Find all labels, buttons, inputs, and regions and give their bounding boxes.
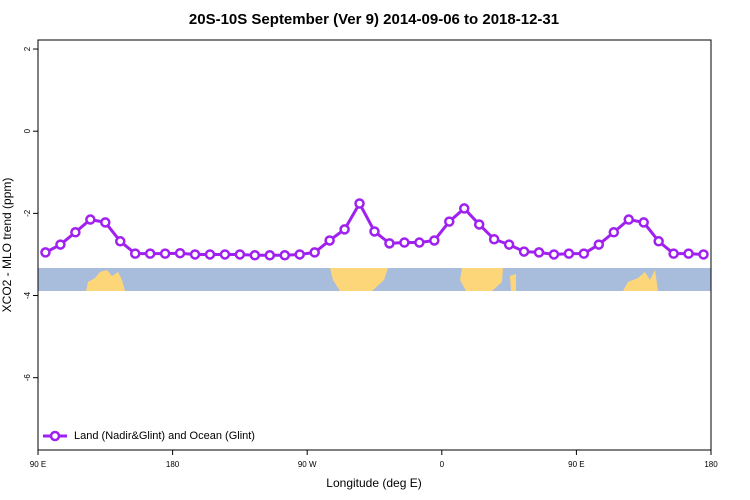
point bbox=[70, 227, 81, 238]
point bbox=[159, 248, 171, 259]
point bbox=[115, 236, 126, 247]
land-patch bbox=[510, 274, 516, 291]
y-axis-label: XCO2 - MLO trend (ppm) bbox=[0, 178, 14, 313]
point bbox=[339, 224, 350, 235]
point bbox=[249, 250, 261, 261]
legend-marker bbox=[49, 430, 61, 442]
point bbox=[653, 236, 664, 247]
point bbox=[429, 235, 440, 246]
x-axis-label: Longitude (deg E) bbox=[326, 476, 421, 490]
point bbox=[384, 238, 395, 249]
point bbox=[414, 237, 425, 248]
point bbox=[488, 233, 500, 245]
point bbox=[40, 247, 51, 258]
land-patch bbox=[330, 268, 388, 291]
point bbox=[458, 203, 470, 214]
land-patch bbox=[623, 270, 658, 291]
point bbox=[354, 198, 365, 209]
point bbox=[234, 249, 246, 260]
point bbox=[683, 248, 694, 259]
x-tick-label: 90 E bbox=[568, 460, 584, 469]
chart-title: 20S-10S September (Ver 9) 2014-09-06 to … bbox=[189, 11, 559, 28]
land-ocean-strip bbox=[38, 268, 711, 291]
legend-label: Land (Nadir&Glint) and Ocean (Glint) bbox=[74, 430, 255, 442]
point bbox=[309, 247, 320, 258]
y-tick-label: 2 bbox=[23, 46, 32, 51]
point bbox=[578, 248, 590, 259]
point bbox=[324, 235, 335, 246]
x-tick-label: 90 E bbox=[30, 460, 46, 469]
point bbox=[638, 217, 649, 228]
point bbox=[219, 249, 231, 260]
land-patch bbox=[460, 268, 503, 291]
y-tick-label: 0 bbox=[23, 128, 32, 133]
point bbox=[144, 248, 156, 259]
point bbox=[668, 248, 679, 259]
x-tick-label: 180 bbox=[704, 460, 718, 469]
point bbox=[444, 216, 455, 227]
point bbox=[85, 214, 96, 225]
y-tick-label: -2 bbox=[23, 209, 32, 217]
point bbox=[548, 249, 560, 260]
x-tick-label: 90 W bbox=[298, 460, 317, 469]
point bbox=[174, 247, 186, 259]
x-tick-label: 180 bbox=[166, 460, 180, 469]
point bbox=[503, 239, 515, 250]
point bbox=[533, 247, 545, 258]
point bbox=[399, 237, 410, 248]
point bbox=[608, 227, 620, 238]
point bbox=[294, 249, 305, 260]
point bbox=[100, 217, 111, 228]
land-patch bbox=[86, 270, 125, 291]
point bbox=[369, 226, 380, 237]
x-tick-label: 0 bbox=[440, 460, 445, 469]
point bbox=[473, 219, 485, 230]
point bbox=[279, 250, 291, 261]
point bbox=[518, 246, 530, 257]
plot-frame bbox=[37, 39, 712, 451]
point bbox=[623, 214, 634, 225]
point bbox=[189, 249, 201, 260]
point bbox=[698, 249, 709, 260]
y-tick-label: -6 bbox=[23, 374, 32, 382]
point bbox=[129, 248, 141, 259]
point bbox=[55, 239, 66, 250]
y-tick-label: -4 bbox=[23, 291, 32, 299]
point bbox=[563, 248, 575, 259]
point bbox=[204, 249, 216, 260]
point bbox=[264, 250, 276, 261]
point bbox=[593, 239, 605, 250]
